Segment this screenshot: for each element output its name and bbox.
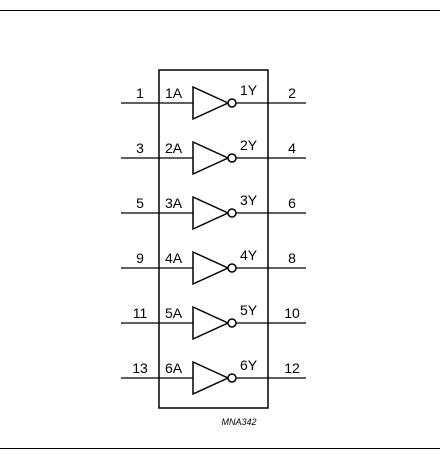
inverter-gate-2: 3 2A 2Y 4 xyxy=(121,137,306,176)
output-pin-number: 4 xyxy=(288,140,296,156)
inverter-triangle xyxy=(192,250,230,286)
inversion-bubble xyxy=(227,208,237,218)
gate-group: 1 1A 1Y 2 3 2A 2Y 4 5 3A 3Y 6 9 4A 4Y 8 11 5A 5Y 10 13 6A 6Y 12 xyxy=(121,82,306,396)
input-signal-label: 1A xyxy=(165,85,183,101)
input-pin-number: 11 xyxy=(133,305,148,321)
inversion-bubble xyxy=(227,318,237,328)
output-signal-label: 6Y xyxy=(240,357,258,373)
inverter-triangle xyxy=(192,85,230,121)
inversion-bubble xyxy=(227,98,237,108)
inversion-bubble xyxy=(227,373,237,383)
input-pin-number: 1 xyxy=(136,85,144,101)
output-signal-label: 4Y xyxy=(240,247,258,263)
inverter-triangle xyxy=(192,140,230,176)
input-pin-number: 3 xyxy=(136,140,144,156)
frame-bottom-rule xyxy=(0,448,440,449)
output-signal-label: 1Y xyxy=(240,82,258,98)
inverter-gate-3: 5 3A 3Y 6 xyxy=(121,192,306,231)
input-signal-label: 3A xyxy=(165,195,183,211)
reference-code: MNA342 xyxy=(221,417,256,427)
input-signal-label: 2A xyxy=(165,140,183,156)
input-signal-label: 5A xyxy=(165,305,183,321)
output-pin-number: 12 xyxy=(284,360,300,376)
inverter-gate-6: 13 6A 6Y 12 xyxy=(121,357,306,396)
input-pin-number: 9 xyxy=(136,250,144,266)
inverter-gate-1: 1 1A 1Y 2 xyxy=(121,82,306,121)
ic-package-outline xyxy=(158,69,269,409)
output-signal-label: 2Y xyxy=(240,137,258,153)
inverter-triangle xyxy=(192,305,230,341)
inverter-gate-4: 9 4A 4Y 8 xyxy=(121,247,306,286)
output-pin-number: 10 xyxy=(284,305,300,321)
output-pin-number: 2 xyxy=(288,85,296,101)
output-pin-number: 8 xyxy=(288,250,296,266)
inverter-gate-5: 11 5A 5Y 10 xyxy=(121,302,306,341)
output-signal-label: 5Y xyxy=(240,302,258,318)
inversion-bubble xyxy=(227,263,237,273)
inverter-triangle xyxy=(192,360,230,396)
input-signal-label: 4A xyxy=(165,250,183,266)
output-signal-label: 3Y xyxy=(240,192,258,208)
inversion-bubble xyxy=(227,153,237,163)
input-signal-label: 6A xyxy=(165,360,183,376)
inverter-triangle xyxy=(192,195,230,231)
input-pin-number: 13 xyxy=(132,360,148,376)
input-pin-number: 5 xyxy=(136,195,144,211)
frame-top-rule xyxy=(0,10,440,11)
output-pin-number: 6 xyxy=(288,195,296,211)
